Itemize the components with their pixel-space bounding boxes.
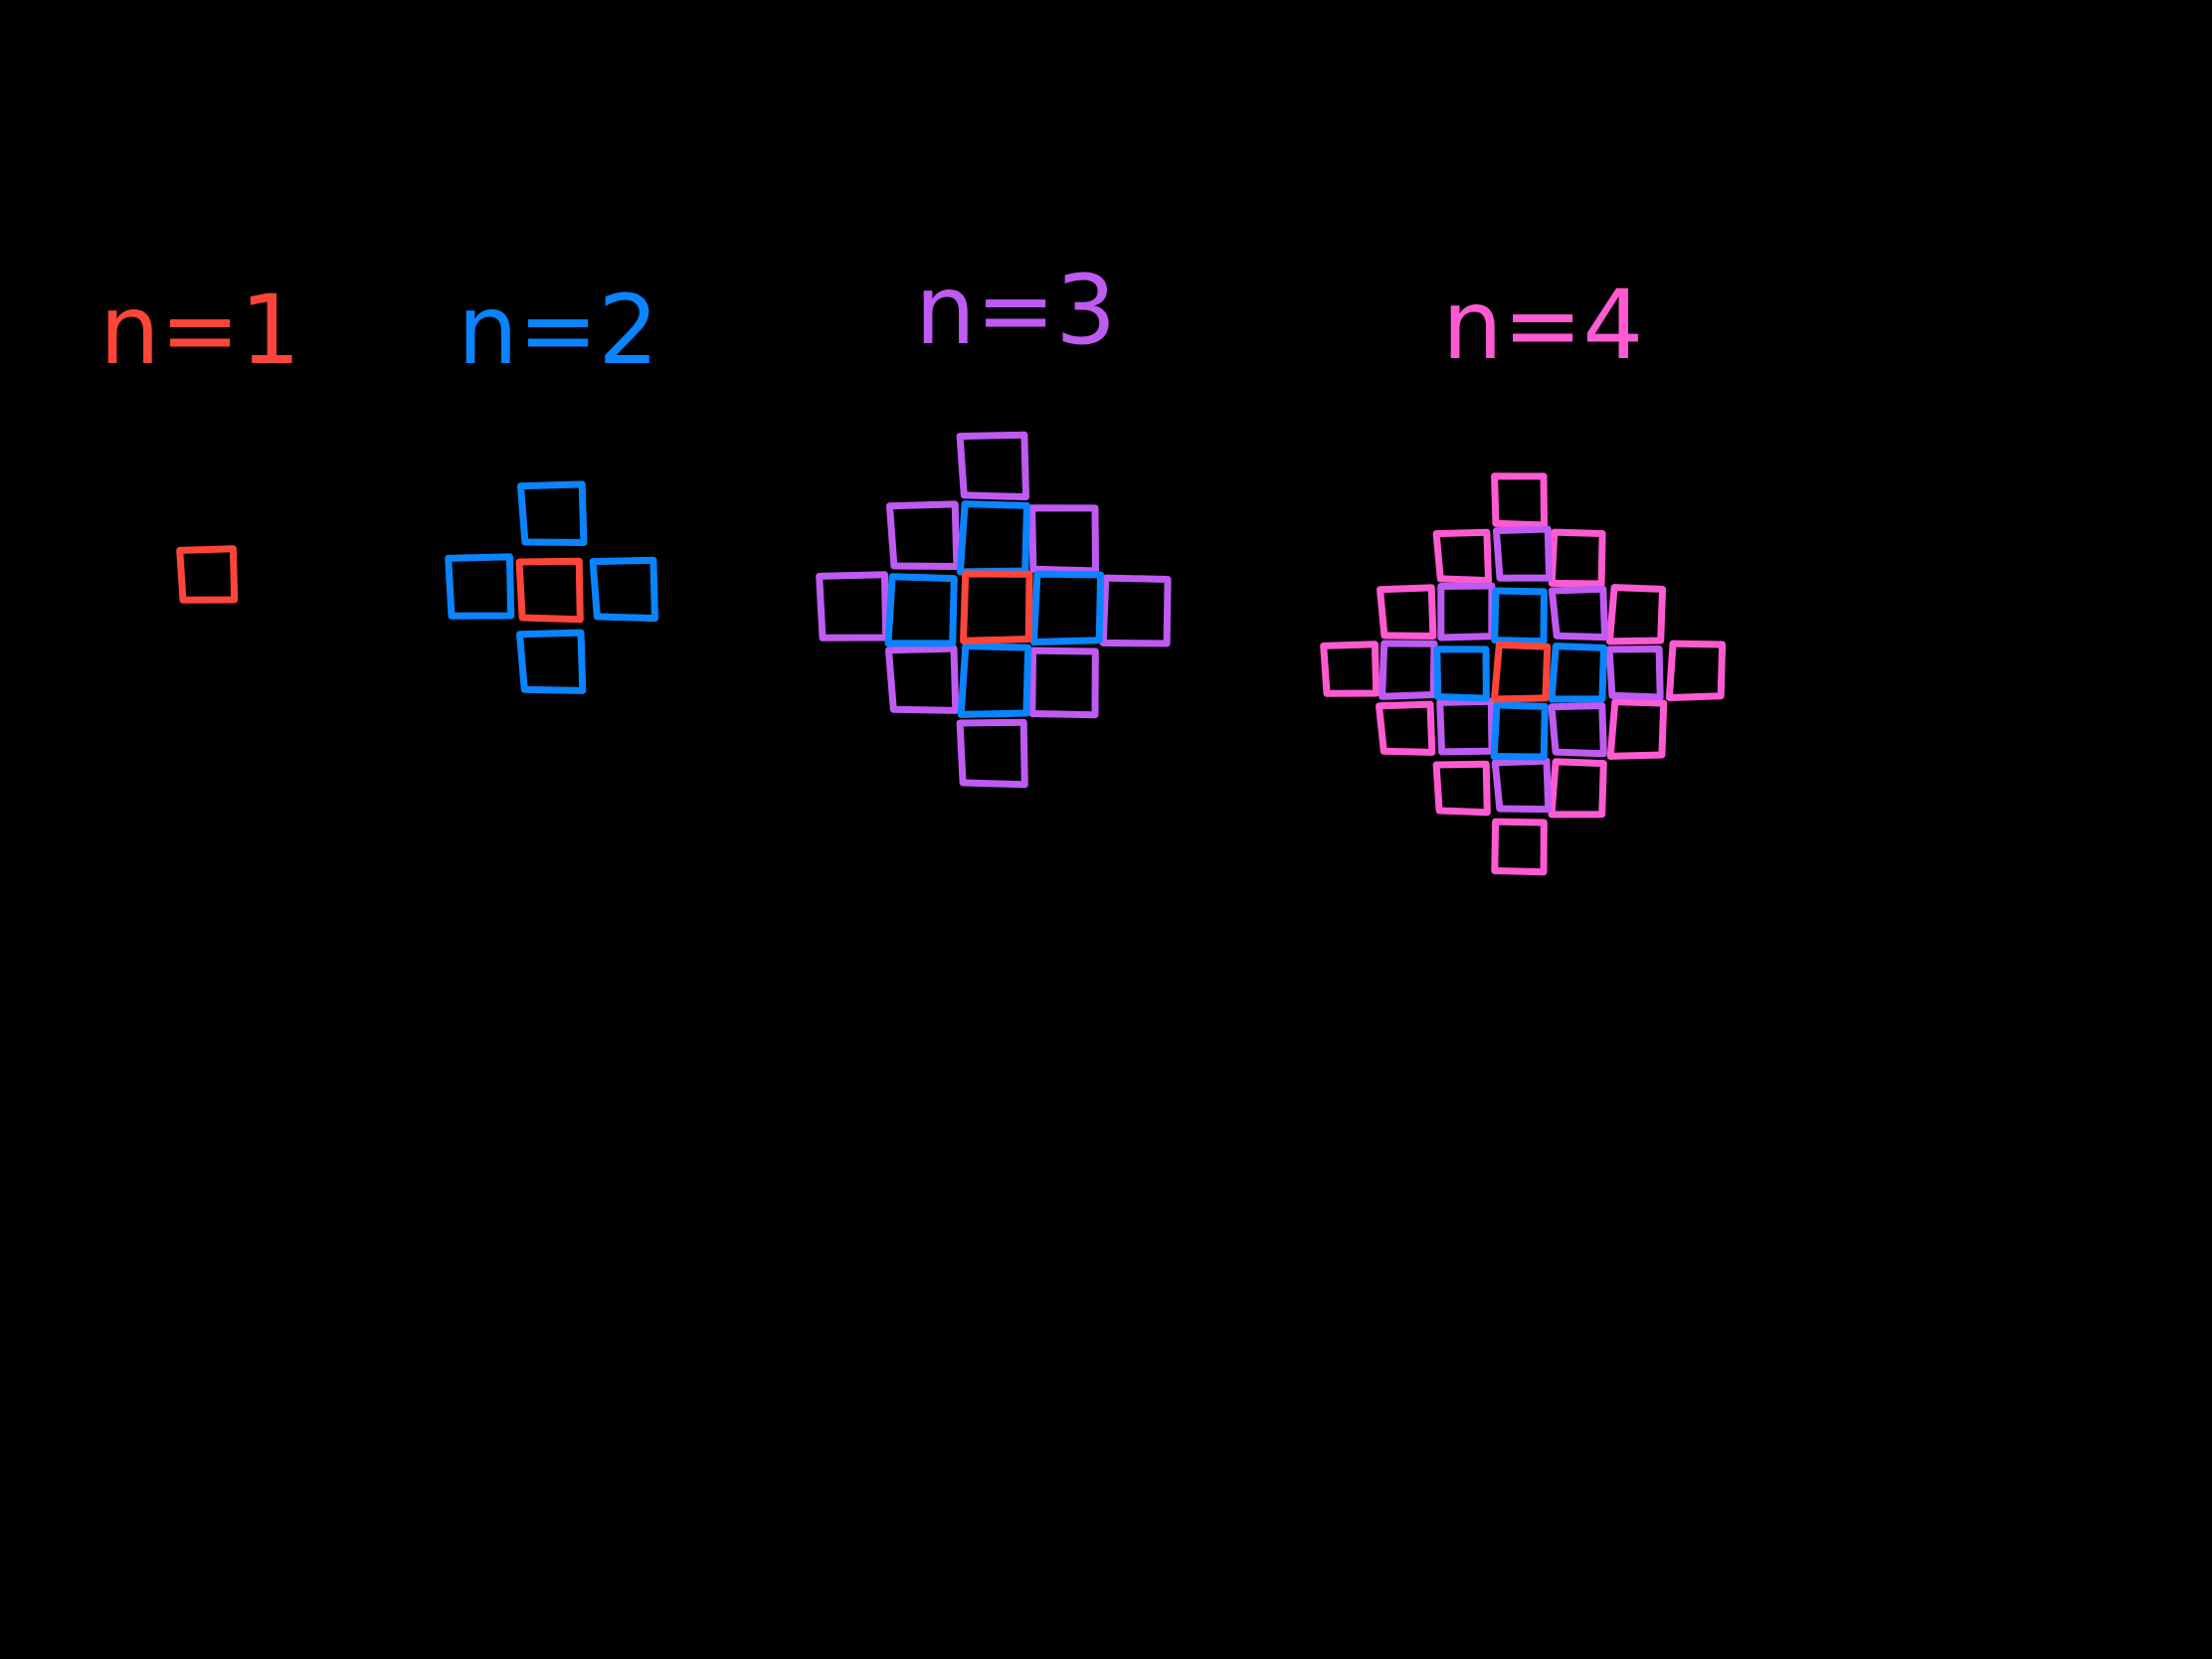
- figure-n2: n=2: [445, 275, 658, 694]
- figure-n4: n=4: [1320, 270, 1727, 876]
- square-cell: [816, 571, 890, 642]
- square-cell: [956, 718, 1028, 789]
- square-cell: [1491, 587, 1548, 645]
- cells-n2: [445, 480, 658, 694]
- square-cell: [1491, 641, 1552, 703]
- square-cell: [1548, 758, 1607, 819]
- square-cell: [1548, 528, 1606, 588]
- square-cell: [956, 500, 1030, 576]
- cells-n4: [1320, 472, 1727, 876]
- square-cell: [1605, 645, 1664, 701]
- cells-n3: [816, 431, 1172, 789]
- figure-n3: n=3: [816, 255, 1172, 789]
- square-cell: [957, 643, 1032, 718]
- square-cell: [1548, 643, 1607, 703]
- label-n3: n=3: [915, 255, 1116, 366]
- square-cell: [1377, 584, 1437, 640]
- square-cell: [1433, 645, 1490, 702]
- square-cell: [1605, 584, 1666, 645]
- square-cell: [1436, 697, 1496, 756]
- square-cell: [1320, 641, 1381, 697]
- square-cell: [517, 480, 588, 546]
- square-cell: [1490, 701, 1549, 761]
- square-cell: [1548, 585, 1609, 642]
- square-cell: [1376, 700, 1436, 756]
- square-cell: [1379, 640, 1438, 700]
- square-cell: [1029, 570, 1105, 645]
- square-cell: [516, 629, 587, 694]
- square-cell: [1028, 504, 1099, 575]
- square-cell: [885, 645, 960, 714]
- square-cell: [1432, 528, 1492, 585]
- square-cell: [1491, 818, 1548, 876]
- square-cell: [960, 570, 1033, 645]
- label-n1: n=1: [99, 275, 300, 386]
- square-cell: [176, 545, 239, 604]
- cells-n1: [176, 545, 239, 604]
- square-cell: [1491, 472, 1548, 529]
- square-cell: [1548, 702, 1607, 758]
- square-cell: [1437, 582, 1496, 642]
- square-cell: [1491, 757, 1553, 814]
- square-cell: [884, 573, 958, 647]
- square-cell: [589, 556, 658, 623]
- square-cell: [445, 553, 515, 620]
- square-cell: [515, 557, 584, 624]
- label-n2: n=2: [458, 275, 658, 386]
- label-n4: n=4: [1442, 270, 1643, 381]
- square-cell: [1492, 525, 1554, 582]
- square-cell: [1606, 698, 1668, 760]
- square-cell: [1665, 640, 1727, 701]
- figure-n1: n=1: [99, 275, 300, 604]
- square-cell: [1432, 760, 1491, 817]
- square-cell: [1028, 646, 1099, 719]
- square-cell: [886, 500, 961, 570]
- square-cell: [1099, 574, 1172, 647]
- square-cell: [956, 431, 1029, 501]
